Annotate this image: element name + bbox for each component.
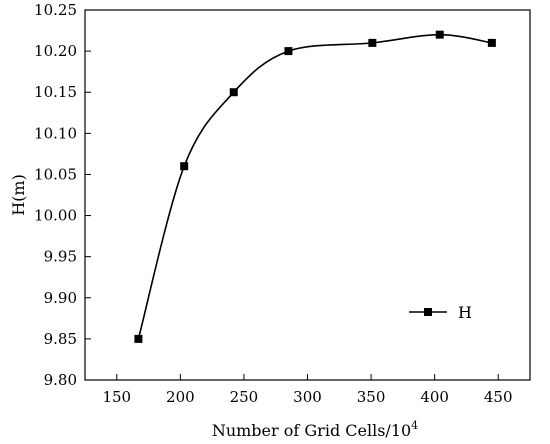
y-tick-label: 9.80 — [44, 371, 77, 389]
x-tick-label: 300 — [293, 388, 322, 406]
y-tick-label: 9.85 — [44, 330, 77, 348]
x-tick-label: 400 — [420, 388, 449, 406]
x-axis-ticks: 150 200 250 300 350 400 450 — [102, 374, 513, 406]
y-tick-label: 9.95 — [44, 248, 77, 266]
plot-frame — [84, 9, 531, 381]
series-curve-h — [137, 33, 492, 340]
x-axis-label: Number of Grid Cells/104 — [212, 419, 418, 440]
data-point-h — [180, 162, 189, 171]
y-tick-label: 10.00 — [34, 207, 77, 225]
x-tick-label: 350 — [357, 388, 386, 406]
legend-marker — [424, 308, 432, 316]
data-point-h — [368, 38, 377, 47]
x-tick-label: 150 — [102, 388, 131, 406]
x-tick-label: 250 — [230, 388, 259, 406]
x-tick-label: 450 — [484, 388, 513, 406]
y-axis-label: H(m) — [9, 174, 28, 216]
data-point-h — [487, 38, 496, 47]
y-tick-label: 9.90 — [44, 289, 77, 307]
y-axis-ticks: 9.80 9.85 9.90 9.95 10.00 10.05 10.10 10.15 10.2… — [34, 1, 91, 389]
legend: H — [409, 303, 472, 322]
y-tick-label: 10.10 — [34, 124, 77, 142]
data-point-h — [284, 47, 293, 56]
x-tick-label: 200 — [166, 388, 195, 406]
data-point-h — [435, 30, 444, 39]
y-tick-label: 10.15 — [34, 83, 77, 101]
data-point-h — [229, 88, 238, 97]
y-tick-label: 10.05 — [34, 165, 77, 183]
series-markers-h — [134, 30, 496, 343]
y-tick-label: 10.25 — [34, 1, 77, 19]
data-point-h — [134, 334, 143, 343]
y-tick-label: 10.20 — [34, 42, 77, 60]
legend-label-h: H — [458, 303, 472, 322]
